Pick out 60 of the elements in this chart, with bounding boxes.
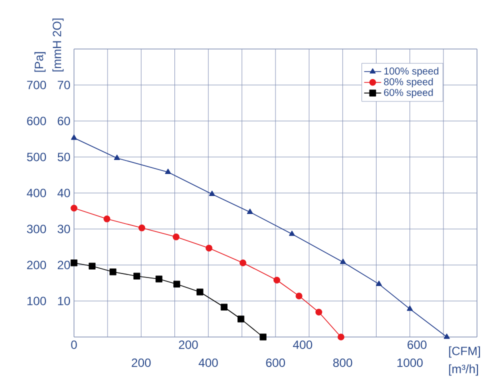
y-tick-label: 200	[27, 260, 46, 270]
y2-axis-title: [mmH 2O]	[52, 18, 64, 72]
point	[406, 306, 413, 311]
x-tick-label: 800	[333, 358, 352, 367]
x-tick-label: 1000	[397, 358, 423, 367]
x2-tick-label: 0	[71, 340, 77, 349]
y2-tick-label: 40	[57, 188, 70, 198]
point	[88, 262, 96, 270]
x-tick-label: 200	[132, 358, 151, 367]
point	[206, 244, 212, 252]
point	[444, 334, 450, 339]
point	[260, 334, 266, 340]
point	[138, 224, 146, 232]
x2-axis-title: [CFM]	[449, 346, 480, 358]
x-tick-label: 400	[198, 358, 218, 367]
point	[172, 234, 180, 240]
legend-label: 60% speed	[384, 88, 433, 98]
point	[376, 280, 382, 286]
y-tick-label: 600	[27, 116, 46, 126]
point	[246, 208, 253, 214]
y-axis-title: [Pa]	[34, 52, 46, 72]
x2-tick-label: 200	[178, 340, 198, 349]
y2-tick-label: 20	[58, 260, 70, 270]
point	[240, 259, 246, 266]
x-axis-title: [m³/h]	[449, 364, 478, 376]
y-tick-label: 700	[27, 80, 46, 90]
point	[209, 190, 216, 196]
point	[273, 276, 280, 284]
y-tick-label: 300	[26, 224, 46, 234]
point	[238, 316, 244, 322]
point	[110, 268, 116, 276]
point	[71, 134, 77, 140]
point	[340, 258, 346, 264]
y2-tick-label: 70	[58, 80, 70, 90]
y2-tick-label: 50	[58, 152, 70, 162]
x2-tick-label: 600	[408, 340, 426, 349]
y2-tick-label: 60	[58, 116, 70, 126]
x-tick-label: 600	[266, 358, 286, 367]
point	[288, 230, 295, 236]
point	[296, 292, 302, 300]
point	[70, 259, 78, 266]
x2-tick-label: 400	[292, 340, 312, 349]
point	[70, 204, 78, 212]
point	[220, 304, 228, 311]
y-tick-label: 400	[26, 188, 46, 198]
y2-tick-label: 10	[58, 296, 70, 306]
point	[165, 168, 172, 174]
y-tick-label: 500	[27, 152, 46, 162]
point	[104, 216, 110, 222]
point	[315, 308, 322, 316]
point	[156, 276, 162, 282]
y2-tick-label: 30	[58, 224, 70, 234]
y-tick-label: 100	[27, 296, 46, 306]
legend-label: 80% speed	[384, 78, 433, 88]
point	[133, 272, 140, 280]
point	[338, 334, 344, 340]
legend-label: 100% speed	[384, 67, 438, 77]
point	[114, 154, 120, 160]
point	[196, 288, 204, 296]
point	[173, 280, 180, 288]
